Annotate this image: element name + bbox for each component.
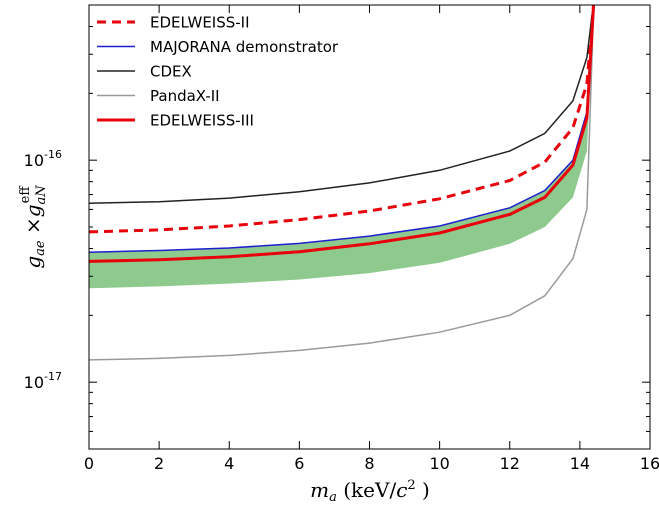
x-axis-label: ma (keV/c2 ) [310,478,430,505]
series-layer [89,5,596,361]
x-tick-label: 10 [429,454,449,473]
legend-label: EDELWEISS-III [150,112,254,130]
legend-label: PandaX-II [150,87,220,105]
x-tick-label: 0 [84,454,94,473]
x-tick-label: 12 [500,454,520,473]
tick-layer: 0 2 4 6 8 10 12 14 16 10-16 10-17 [24,4,659,473]
x-tick-label: 2 [154,454,164,473]
legend-label: EDELWEISS-II [150,14,250,32]
series-line-cdex [89,5,595,204]
legend: EDELWEISS-II MAJORANA demonstrator CDEX Pan… [97,14,339,130]
y-tick-label: 10-17 [24,370,62,392]
series-line-pandax-ii [89,5,595,361]
x-tick-label: 14 [570,454,590,473]
x-tick-label: 4 [224,454,234,473]
x-tick-label: 8 [364,454,374,473]
x-tick-label: 16 [640,454,659,473]
y-tick-label: 10-16 [24,148,62,170]
legend-label: MAJORANA demonstrator [150,38,339,56]
y-axis-label: gae ×gaNeff [18,185,49,269]
series-line-edelweiss-iii [89,5,596,263]
series-line-edelweiss-ii [89,5,595,234]
legend-label: CDEX [150,63,192,81]
x-tick-label: 6 [294,454,304,473]
